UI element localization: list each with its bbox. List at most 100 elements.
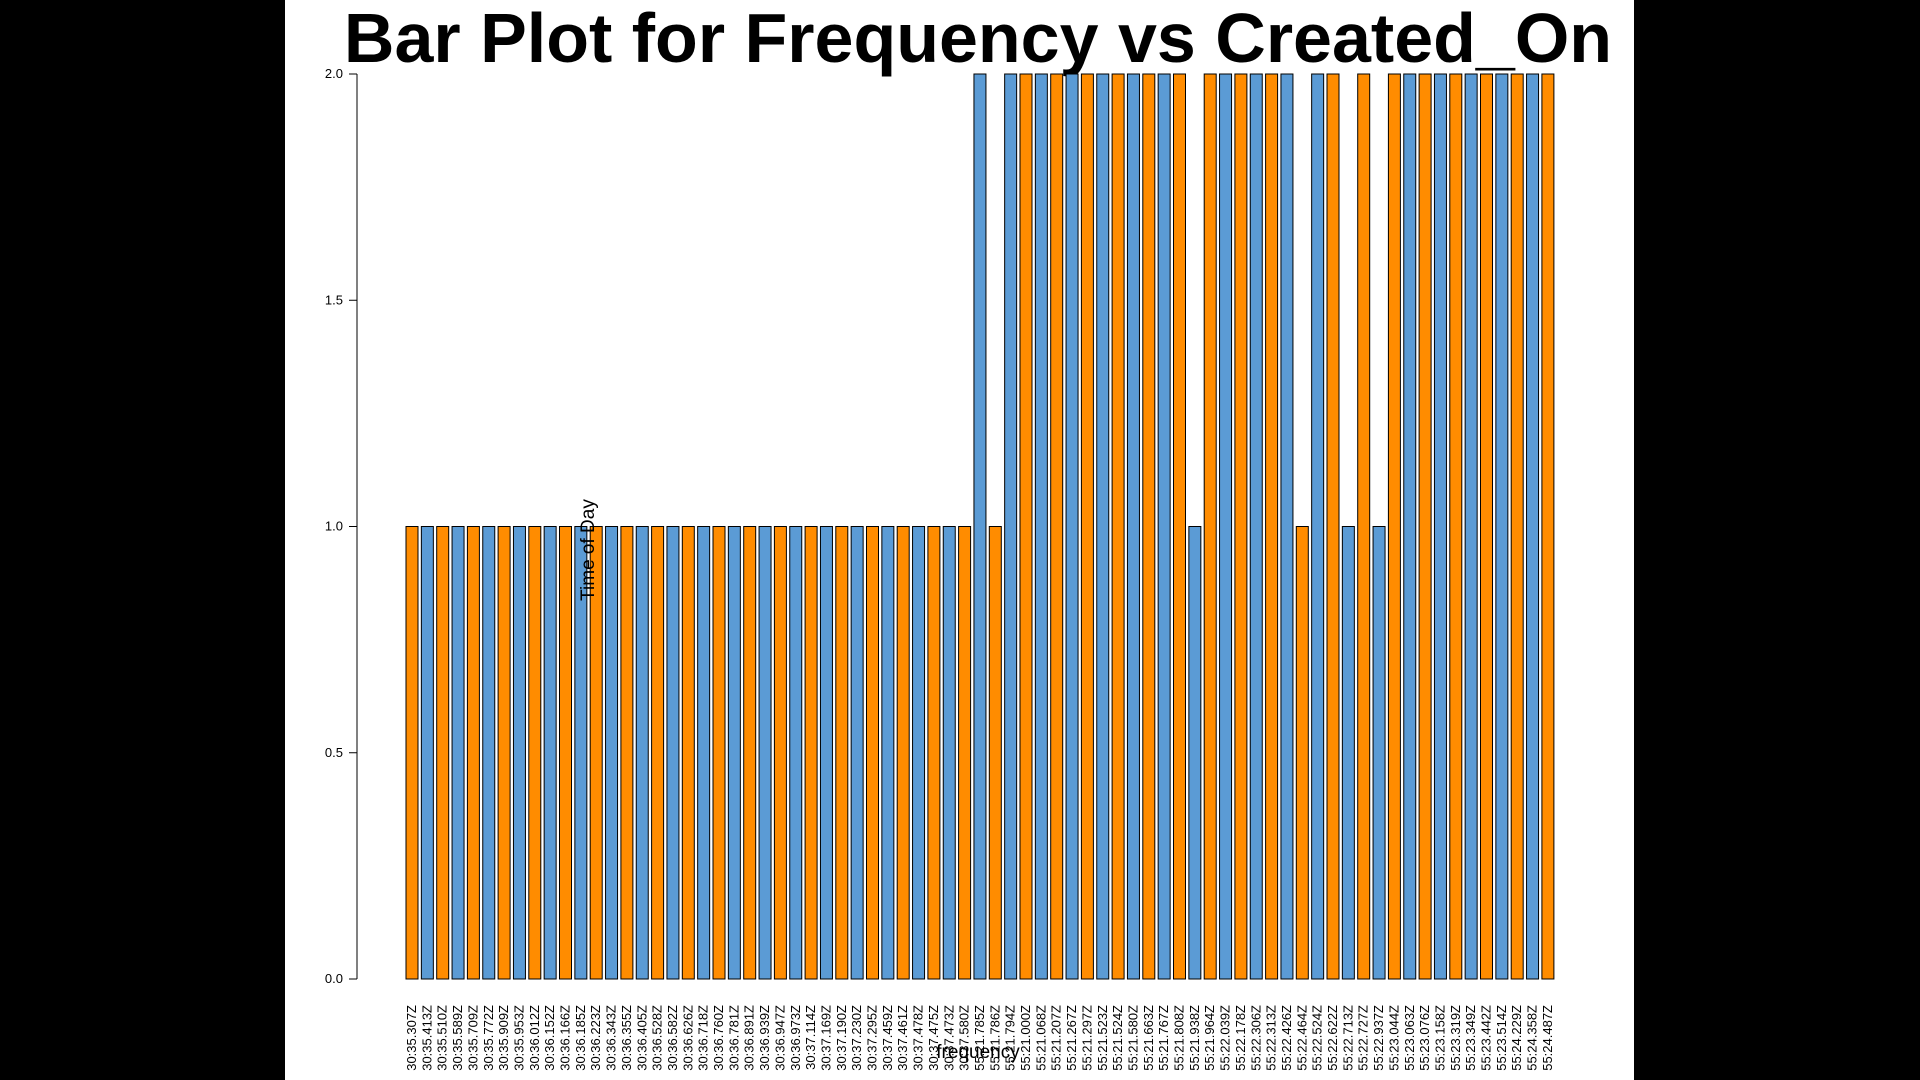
x-tick-label: 30:36.939Z — [757, 1005, 772, 1071]
bar — [1464, 73, 1478, 980]
y-tick-label: 0.0 — [325, 971, 343, 986]
x-tick-label: 55:21.964Z — [1202, 1005, 1217, 1071]
x-tick-label: 30:36.781Z — [726, 1005, 741, 1071]
bar — [743, 526, 757, 980]
bar — [1510, 73, 1524, 980]
x-tick-label: 55:23.044Z — [1386, 1005, 1401, 1071]
x-tick-label: 55:23.158Z — [1432, 1005, 1447, 1071]
bar — [1065, 73, 1079, 980]
bar — [635, 526, 649, 980]
bar — [466, 526, 480, 980]
x-tick-label: 55:24.229Z — [1509, 1005, 1524, 1071]
x-tick-label: 30:37.114Z — [803, 1005, 818, 1070]
bar — [1203, 73, 1217, 980]
bar — [697, 526, 711, 980]
bar — [758, 526, 772, 980]
bar — [574, 526, 588, 980]
x-tick-label: 30:36.343Z — [604, 1005, 619, 1071]
y-axis-title: Time of Day — [578, 499, 599, 601]
x-tick-label: 55:22.713Z — [1340, 1005, 1355, 1071]
bar — [927, 526, 941, 980]
bar — [497, 526, 511, 980]
x-tick-label: 55:21.207Z — [1049, 1005, 1064, 1071]
x-tick-label: 55:22.727Z — [1356, 1005, 1371, 1071]
bar — [1372, 526, 1386, 980]
bars — [405, 73, 1555, 980]
bar — [1050, 73, 1064, 980]
x-tick-label: 30:35.307Z — [404, 1005, 419, 1071]
bar — [912, 526, 926, 980]
bar — [850, 526, 864, 980]
x-tick-label: 30:35.772Z — [481, 1005, 496, 1071]
x-tick-label: 55:22.039Z — [1218, 1005, 1233, 1071]
bar — [958, 526, 972, 980]
bar-chart: Bar Plot for Frequency vs Created_On 0.0… — [325, 0, 1612, 1071]
bar — [1142, 73, 1156, 980]
x-tick-label: 55:21.938Z — [1187, 1005, 1202, 1071]
x-tick-label: 30:36.973Z — [788, 1005, 803, 1071]
x-tick-label: 30:35.909Z — [496, 1005, 511, 1071]
x-tick-label: 55:22.313Z — [1264, 1005, 1279, 1071]
bar — [1004, 73, 1018, 980]
bar — [1403, 73, 1417, 980]
x-tick-label: 30:37.295Z — [865, 1005, 880, 1071]
bar — [942, 526, 956, 980]
bar — [773, 526, 787, 980]
bar — [881, 526, 895, 980]
x-tick-label: 30:36.405Z — [634, 1005, 649, 1071]
bar — [405, 526, 419, 980]
x-tick-label: 30:36.152Z — [542, 1005, 557, 1071]
x-tick-label: 55:21.523Z — [1095, 1005, 1110, 1071]
x-tick-label: 30:36.528Z — [650, 1005, 665, 1071]
x-tick-label: 30:37.478Z — [911, 1005, 926, 1071]
x-tick-label: 30:36.760Z — [711, 1005, 726, 1071]
bar — [543, 526, 557, 980]
bar — [1433, 73, 1447, 980]
bar — [589, 526, 603, 980]
bar — [1111, 73, 1125, 980]
bar — [1126, 73, 1140, 980]
x-tick-label: 30:36.891Z — [742, 1005, 757, 1071]
bar — [1234, 73, 1248, 980]
bar — [1341, 526, 1355, 980]
bar — [1173, 73, 1186, 980]
x-tick-label: 30:37.169Z — [818, 1005, 833, 1071]
bar — [420, 526, 434, 980]
bar — [819, 526, 833, 980]
bar — [1219, 73, 1233, 980]
x-tick-label: 55:23.076Z — [1417, 1005, 1432, 1071]
bar — [482, 526, 496, 980]
bar — [1418, 73, 1432, 980]
bar — [651, 526, 665, 980]
bar — [896, 526, 910, 980]
x-tick-label: 30:35.510Z — [435, 1005, 450, 1071]
x-tick-label: 30:36.355Z — [619, 1005, 634, 1071]
y-tick-label: 1.0 — [325, 519, 343, 534]
bar — [512, 526, 526, 980]
x-tick-label: 30:37.475Z — [926, 1005, 941, 1071]
x-tick-label: 55:22.622Z — [1325, 1005, 1340, 1071]
x-tick-label: 55:21.000Z — [1018, 1005, 1033, 1071]
x-tick-label: 30:37.230Z — [849, 1005, 864, 1071]
bar — [620, 526, 634, 980]
y-tick-label: 1.5 — [325, 292, 343, 307]
x-tick-label: 55:22.178Z — [1233, 1005, 1248, 1071]
bar — [1311, 73, 1325, 980]
x-tick-label: 55:23.514Z — [1494, 1005, 1509, 1071]
x-tick-label: 55:22.524Z — [1310, 1005, 1325, 1071]
bar — [1295, 526, 1309, 980]
x-tick-label: 55:21.767Z — [1156, 1005, 1171, 1071]
x-tick-label: 30:36.166Z — [558, 1005, 573, 1071]
y-axis: 0.0 0.5 1.0 1.5 2.0 — [325, 66, 358, 986]
x-tick-label: 55:21.580Z — [1125, 1005, 1140, 1071]
bar — [1495, 73, 1509, 980]
x-tick-label: 30:36.626Z — [680, 1005, 695, 1071]
x-tick-label: 55:21.794Z — [1003, 1005, 1018, 1071]
x-tick-label: 55:23.442Z — [1479, 1005, 1494, 1071]
x-tick-label: 55:22.937Z — [1371, 1005, 1386, 1071]
bar — [1480, 73, 1493, 980]
bar — [1387, 73, 1401, 980]
x-tick-label: 30:35.589Z — [450, 1005, 465, 1071]
x-tick-label: 55:24.358Z — [1525, 1005, 1540, 1071]
bar — [835, 526, 849, 980]
